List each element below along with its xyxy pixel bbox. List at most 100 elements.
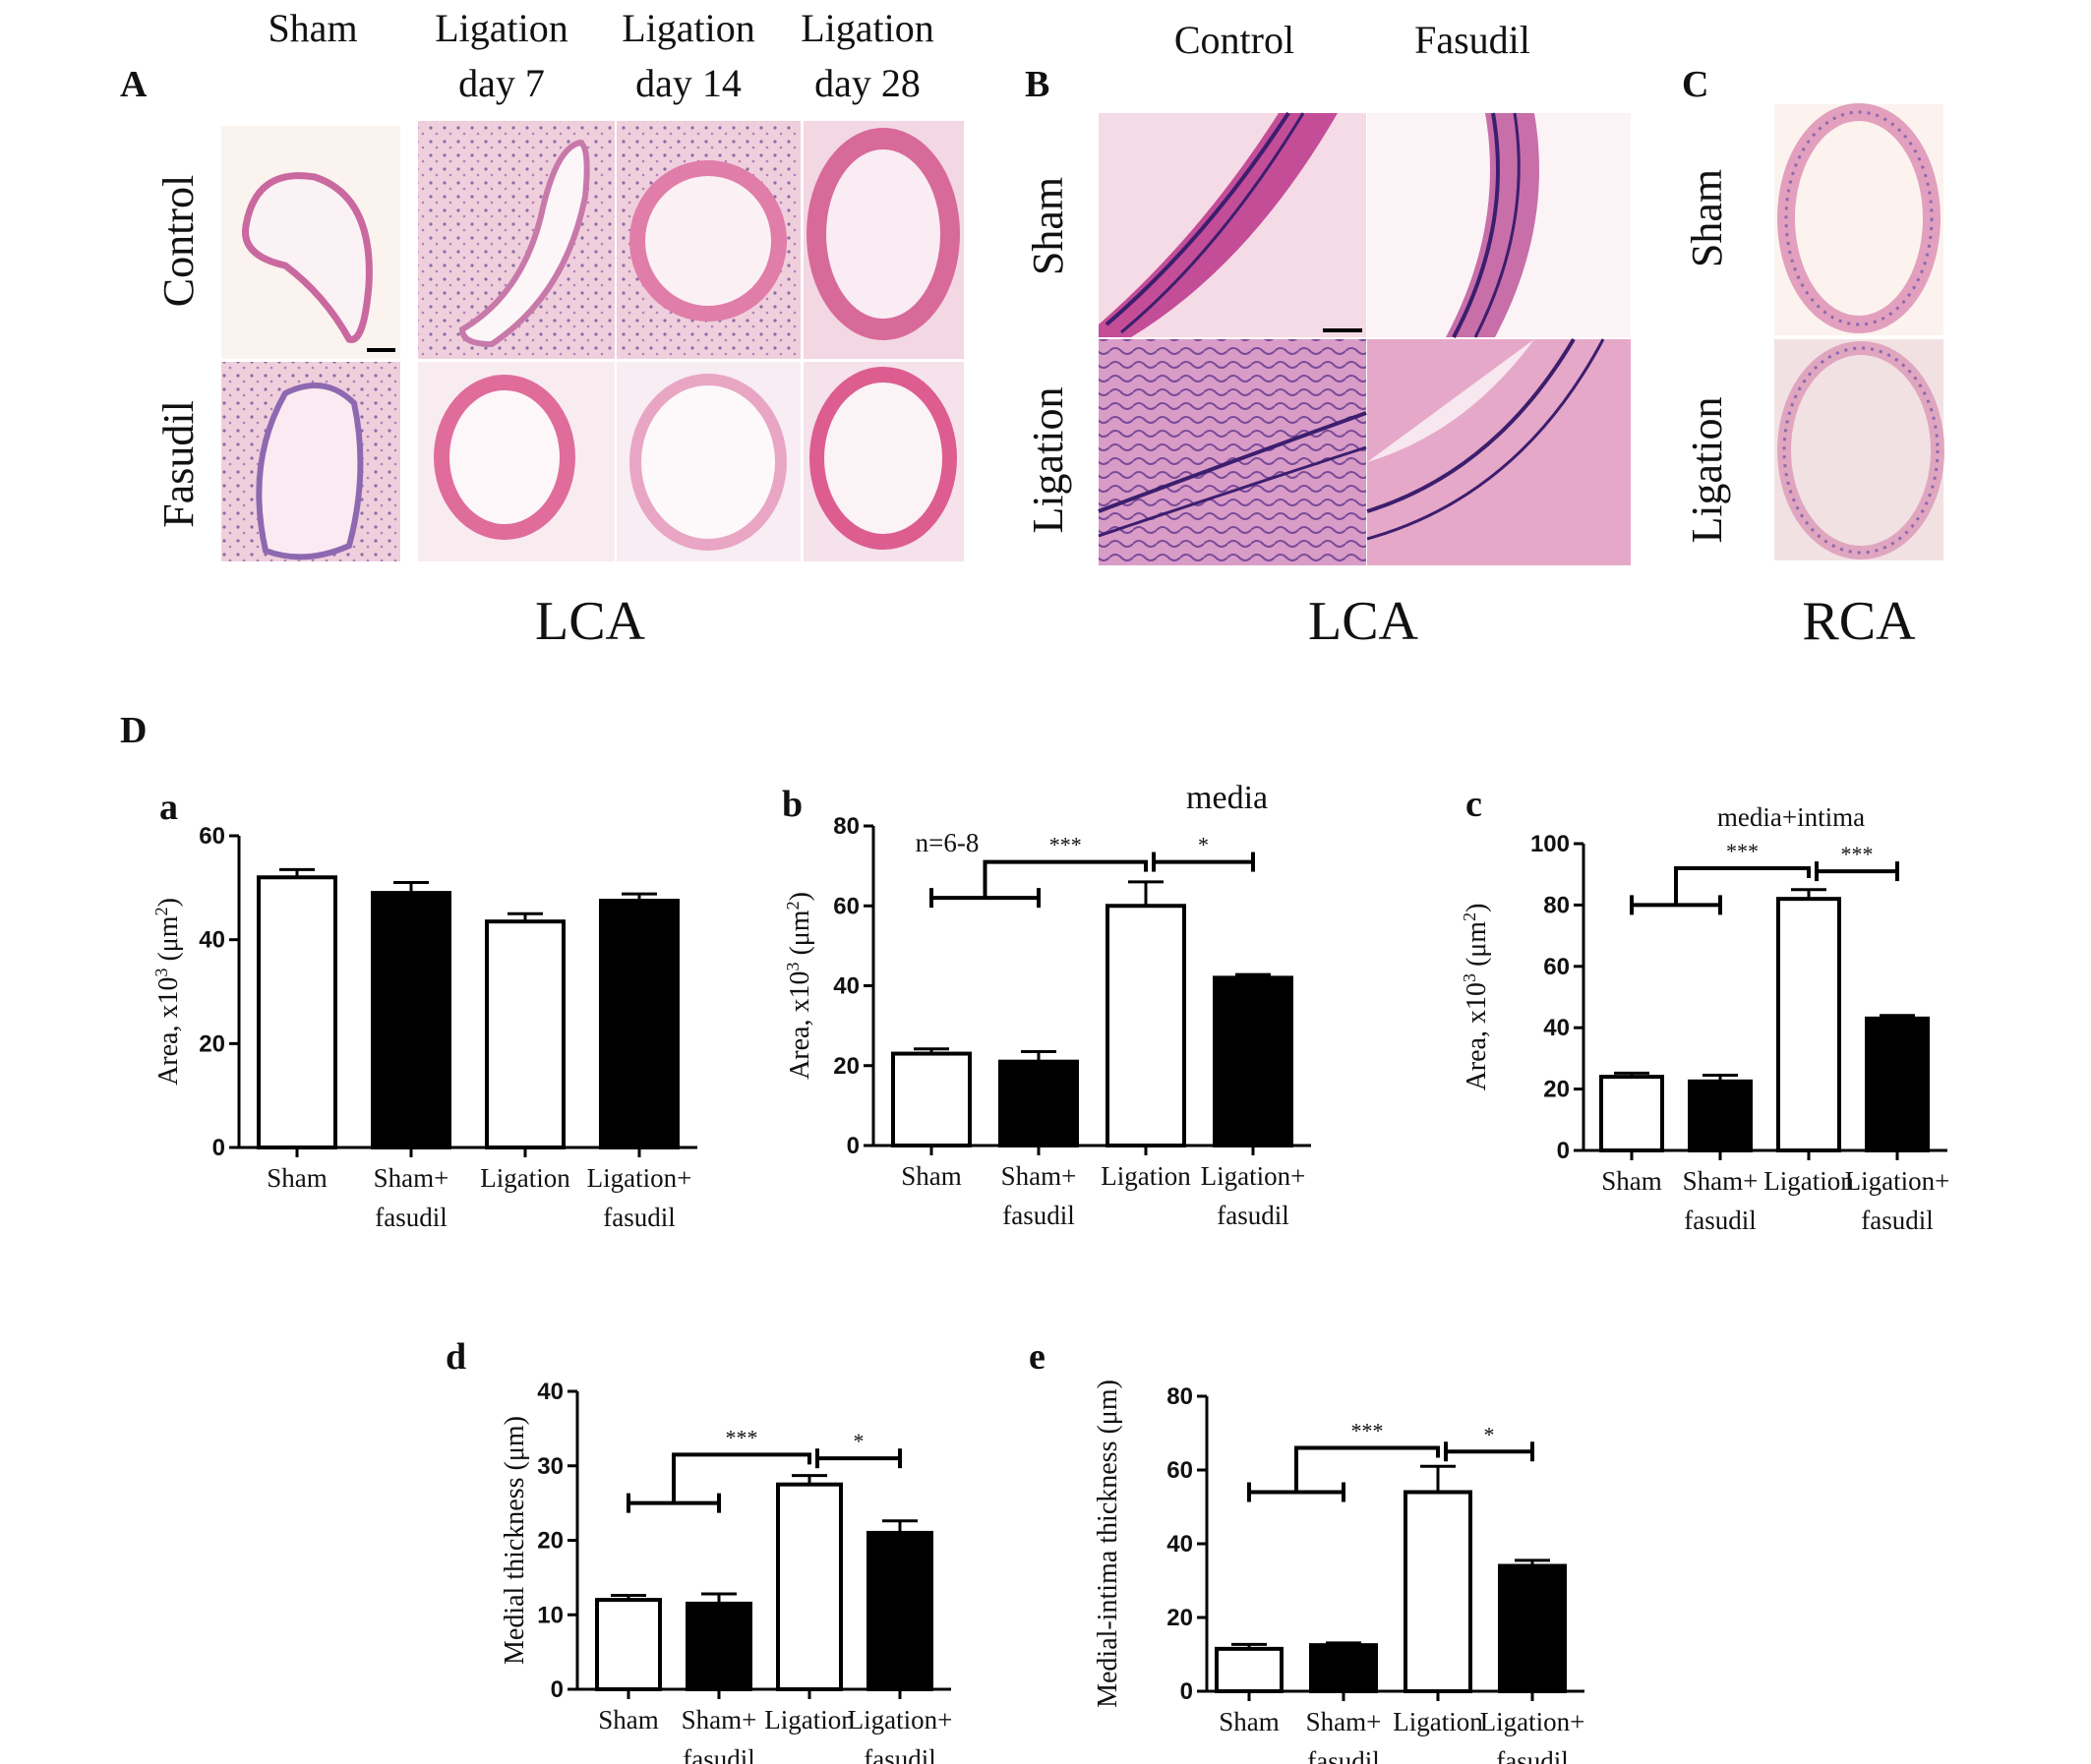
vessel-label-lca-a: LCA [535, 591, 646, 652]
panel-b: B Control Fasudil Sham Ligation [1024, 18, 1631, 652]
x-tick-label-line2: fasudil [603, 1203, 676, 1232]
col-label-fasudil: Fasudil [1414, 18, 1530, 62]
bar [1498, 1563, 1567, 1693]
chart-b: b 0 20 40 60 80 Area, x103 (μm2) Sham Sham+ fasud… [782, 780, 1311, 1230]
y-tick-label: 0 [551, 1676, 564, 1703]
x-tick-label-line2: fasudil [375, 1203, 448, 1232]
row-label-ligation-c: Ligation [1683, 396, 1731, 543]
y-tick-label: 60 [1543, 954, 1570, 980]
x-tick-label: Ligation+ [1845, 1166, 1950, 1196]
x-tick-label: Sham+ [1001, 1161, 1077, 1191]
col-label-day7-line2: day 7 [458, 61, 545, 105]
y-tick-label: 20 [537, 1528, 564, 1555]
bracket-connector [1294, 1445, 1440, 1493]
y-tick-label: 20 [199, 1030, 225, 1057]
panel-letter-b: B [1025, 64, 1049, 105]
x-tick-label-line2: fasudil [683, 1744, 755, 1764]
panel-letter-d: D [120, 710, 147, 751]
micrograph-b-ligation-control [1098, 339, 1367, 565]
col-label-sham: Sham [268, 6, 357, 50]
bracket-connector [983, 859, 1148, 899]
x-tick-label-line2: fasudil [1496, 1746, 1569, 1764]
significance-stars: *** [726, 1425, 758, 1449]
x-tick-label: Sham+ [1306, 1707, 1382, 1736]
y-axis-label: Medial thickness (μm) [500, 1416, 530, 1665]
x-tick-label: Sham [1219, 1707, 1280, 1736]
chart-title: media [1186, 780, 1268, 816]
bar [1309, 1643, 1378, 1693]
bracket-connector [672, 1452, 811, 1503]
panel-d-charts: a 0 20 40 60 Area, x103 (μm2) Sham Sham+ fasudil… [151, 780, 1949, 1764]
micrograph-a-control-day28 [804, 121, 964, 359]
x-tick-label: Ligation [764, 1705, 855, 1735]
x-tick-label: Sham [598, 1705, 659, 1735]
y-tick-label: 40 [199, 927, 225, 954]
x-tick-label-line2: fasudil [1861, 1205, 1934, 1235]
chart-e: e 0 20 40 60 80 Medial-intima thickness (μm) Sh… [1029, 1336, 1584, 1764]
bar [1688, 1079, 1753, 1153]
bar [891, 1051, 972, 1147]
bar [998, 1059, 1079, 1147]
significance-stars: *** [1841, 842, 1874, 866]
micrograph-c-ligation [1774, 339, 1944, 560]
micrograph-a-fasudil-day28 [804, 362, 964, 561]
y-tick-label: 40 [1543, 1015, 1570, 1041]
bar [1404, 1490, 1472, 1693]
col-label-control: Control [1174, 18, 1294, 62]
vessel-label-lca-b: LCA [1308, 591, 1419, 652]
x-tick-label-line2: fasudil [1002, 1201, 1075, 1230]
micrograph-a-fasudil-day7 [418, 362, 615, 561]
y-axis-label: Area, x103 (μm2) [1460, 904, 1492, 1091]
y-tick-label: 0 [847, 1133, 860, 1159]
micrograph-a-fasudil-day14 [617, 362, 801, 561]
y-tick-label: 40 [537, 1379, 564, 1405]
x-tick-label: Sham [267, 1163, 328, 1193]
y-axis-label: Area, x103 (μm2) [151, 898, 184, 1086]
micrograph-a-control-day7 [418, 121, 615, 359]
panel-letter-a: A [120, 64, 148, 105]
y-tick-label: 80 [1166, 1383, 1193, 1410]
col-label-day14-line2: day 14 [635, 61, 742, 105]
x-tick-label: Ligation+ [1201, 1161, 1306, 1191]
row-label-ligation-b: Ligation [1024, 386, 1072, 533]
panel-a: A Sham Ligation day 7 Ligation day 14 Li… [120, 6, 964, 652]
micrograph-a-fasudil-sham [221, 362, 400, 561]
y-tick-label: 80 [1543, 892, 1570, 918]
y-tick-label: 100 [1530, 831, 1570, 857]
micrograph-c-sham [1774, 103, 1943, 335]
bar [686, 1601, 752, 1691]
significance-stars: *** [1049, 833, 1082, 857]
x-tick-label: Sham+ [374, 1163, 449, 1193]
y-tick-label: 0 [212, 1135, 225, 1161]
y-tick-label: 80 [833, 813, 860, 840]
panel-a-column-labels: Sham Ligation day 7 Ligation day 14 Liga… [268, 6, 933, 105]
micrograph-b-ligation-fasudil [1366, 337, 1631, 565]
x-tick-label-line2: fasudil [1307, 1746, 1380, 1764]
y-tick-label: 40 [833, 973, 860, 1000]
y-tick-label: 10 [537, 1602, 564, 1628]
panel-c: C Sham Ligation RCA [1682, 64, 1944, 652]
chart-letter-e: e [1029, 1336, 1046, 1378]
bar [1599, 1075, 1664, 1152]
x-tick-label: Sham+ [682, 1705, 757, 1735]
y-tick-label: 0 [1180, 1678, 1193, 1705]
significance-stars: * [1484, 1422, 1495, 1446]
chart-d: d 0 10 20 30 40 Medial thickness (μm) Sham Sham+… [446, 1336, 952, 1764]
bar [1776, 897, 1841, 1152]
y-tick-label: 20 [1166, 1605, 1193, 1631]
bar [776, 1482, 843, 1691]
x-tick-label: Ligation [1393, 1707, 1483, 1736]
y-tick-label: 60 [199, 823, 225, 850]
y-tick-label: 0 [1557, 1138, 1570, 1164]
significance-stars: *** [1351, 1419, 1384, 1443]
x-tick-label: Sham [1601, 1166, 1662, 1196]
x-tick-label-line2: fasudil [1217, 1201, 1289, 1230]
bar [1213, 975, 1293, 1147]
col-label-day28-line2: day 28 [814, 61, 921, 105]
y-axis-label: Area, x103 (μm2) [783, 892, 815, 1080]
y-tick-label: 20 [833, 1053, 860, 1080]
chart-title: media+intima [1717, 802, 1865, 832]
bar [371, 891, 451, 1149]
chart-a: a 0 20 40 60 Area, x103 (μm2) Sham Sham+ fasudil… [151, 787, 697, 1232]
micrograph-b-sham-fasudil [1367, 112, 1631, 338]
